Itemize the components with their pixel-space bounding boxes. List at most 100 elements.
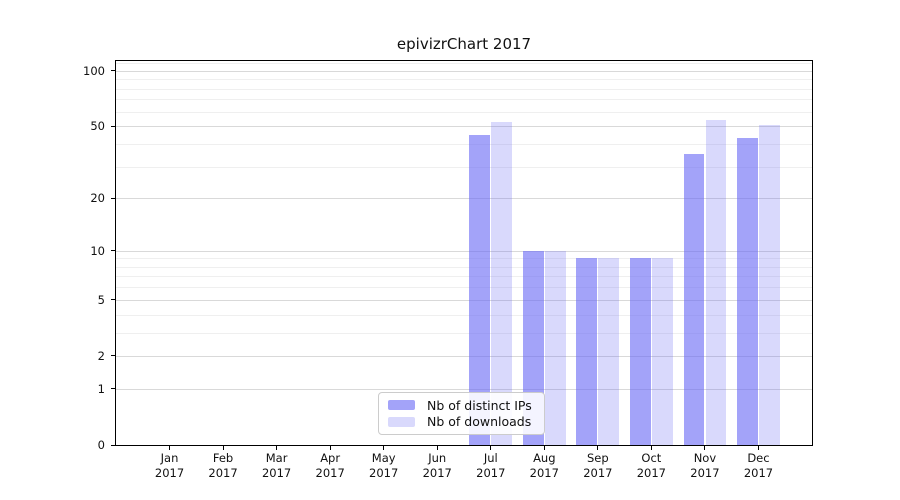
gridline-major-5: [116, 299, 812, 301]
x-tick-year-nov: 2017: [690, 466, 720, 480]
x-tick-label-oct: Oct 2017: [621, 451, 681, 481]
y-tick-100: [111, 70, 115, 72]
x-tick-oct: [650, 446, 652, 450]
bar-distinct-ips-nov: [683, 154, 705, 445]
x-tick-month-dec: Dec: [747, 451, 770, 465]
plot-area: [115, 60, 813, 446]
x-tick-jul: [490, 446, 492, 450]
gridline-major-50: [116, 126, 812, 128]
y-tick-label-1: 1: [97, 381, 105, 396]
x-tick-label-jan: Jan 2017: [140, 451, 200, 481]
bar-distinct-ips-dec: [737, 138, 758, 445]
bar-downloads-nov: [705, 120, 727, 445]
bar-downloads-sep: [598, 258, 620, 445]
y-tick-2: [111, 355, 115, 357]
bar-downloads-dec: [759, 124, 780, 445]
y-tick-label-50: 50: [90, 119, 105, 134]
x-tick-label-jun: Jun 2017: [407, 451, 467, 481]
gridline-minor-30: [116, 166, 812, 168]
x-tick-label-nov: Nov 2017: [675, 451, 735, 481]
x-tick-month-sep: Sep: [587, 451, 609, 465]
legend-label-distinct-ips: Nb of distinct IPs: [427, 397, 532, 413]
y-tick-label-0: 0: [97, 438, 105, 452]
x-tick-month-oct: Oct: [641, 451, 662, 465]
gridline-minor-110: [116, 63, 812, 65]
bar-downloads-jul: [491, 121, 513, 445]
x-tick-may: [383, 446, 385, 450]
chart-title: epivizrChart 2017: [396, 35, 532, 53]
x-tick-year-oct: 2017: [636, 466, 667, 480]
gridline-major-20: [116, 198, 812, 200]
gridline-minor-70: [116, 99, 812, 101]
gridline-minor-60: [116, 111, 812, 113]
x-tick-month-feb: Feb: [212, 451, 234, 465]
y-tick-1: [111, 388, 115, 390]
y-tick-5: [111, 299, 115, 301]
x-tick-aug: [543, 446, 545, 450]
x-tick-year-apr: 2017: [315, 466, 345, 480]
y-tick-50: [111, 125, 115, 127]
x-tick-year-mar: 2017: [261, 466, 292, 480]
gridline-major-2: [116, 355, 812, 357]
legend-label-downloads: Nb of downloads: [427, 414, 532, 430]
x-tick-label-mar: Mar 2017: [247, 451, 307, 481]
bar-downloads-oct: [651, 258, 673, 445]
x-tick-label-dec: Dec 2017: [728, 451, 788, 481]
x-tick-label-sep: Sep 2017: [568, 451, 628, 481]
gridline-minor-80: [116, 88, 812, 90]
x-tick-year-may: 2017: [369, 466, 399, 480]
y-tick-label-5: 5: [97, 292, 105, 307]
x-tick-year-jun: 2017: [422, 466, 452, 480]
x-tick-nov: [704, 446, 706, 450]
x-tick-month-jan: Jan: [160, 451, 179, 465]
y-tick-20: [111, 197, 115, 199]
gridline-major-1: [116, 388, 812, 390]
y-tick-10: [111, 250, 115, 252]
x-tick-feb: [222, 446, 224, 450]
y-tick-label-2: 2: [97, 348, 105, 363]
x-tick-year-dec: 2017: [743, 466, 774, 480]
x-tick-year-jan: 2017: [154, 466, 185, 480]
gridline-major-100: [116, 70, 812, 72]
legend-item-distinct-ips: Nb of distinct IPs: [388, 398, 535, 413]
x-tick-jun: [436, 446, 438, 450]
gridline-minor-3: [116, 332, 812, 334]
x-tick-sep: [597, 446, 599, 450]
x-tick-month-apr: Apr: [320, 451, 341, 465]
x-tick-label-apr: Apr 2017: [300, 451, 360, 481]
x-tick-month-jul: Jul: [483, 451, 498, 465]
x-tick-label-aug: Aug 2017: [514, 451, 574, 481]
y-tick-label-100: 100: [83, 63, 105, 78]
x-tick-label-may: May 2017: [354, 451, 414, 481]
gridline-minor-9: [116, 258, 812, 260]
gridline-minor-8: [116, 266, 812, 268]
y-tick-0: [111, 444, 115, 446]
legend-item-downloads: Nb of downloads: [388, 414, 535, 429]
x-tick-year-sep: 2017: [583, 466, 613, 480]
x-tick-year-jul: 2017: [476, 466, 506, 480]
bar-distinct-ips-jul: [469, 134, 491, 445]
x-tick-mar: [276, 446, 278, 450]
x-tick-label-jul: Jul 2017: [461, 451, 521, 481]
y-tick-label-10: 10: [90, 243, 105, 258]
bar-downloads-aug: [544, 250, 566, 445]
gridline-minor-6: [116, 287, 812, 289]
x-tick-month-may: May: [371, 451, 396, 465]
gridline-minor-90: [116, 79, 812, 81]
x-tick-label-feb: Feb 2017: [193, 451, 253, 481]
bar-distinct-ips-sep: [576, 258, 598, 445]
bar-distinct-ips-oct: [629, 258, 651, 445]
legend-swatch-distinct-ips-icon: [388, 400, 415, 411]
gridline-major-10: [116, 250, 812, 252]
x-tick-month-mar: Mar: [265, 451, 288, 465]
x-tick-dec: [757, 446, 759, 450]
gridline-minor-4: [116, 314, 812, 316]
x-tick-year-feb: 2017: [208, 466, 238, 480]
x-tick-month-aug: Aug: [533, 451, 556, 465]
x-tick-year-aug: 2017: [529, 466, 559, 480]
gridline-minor-40: [116, 143, 812, 145]
gridline-minor-7: [116, 276, 812, 278]
y-tick-label-20: 20: [90, 191, 105, 206]
x-tick-apr: [329, 446, 331, 450]
